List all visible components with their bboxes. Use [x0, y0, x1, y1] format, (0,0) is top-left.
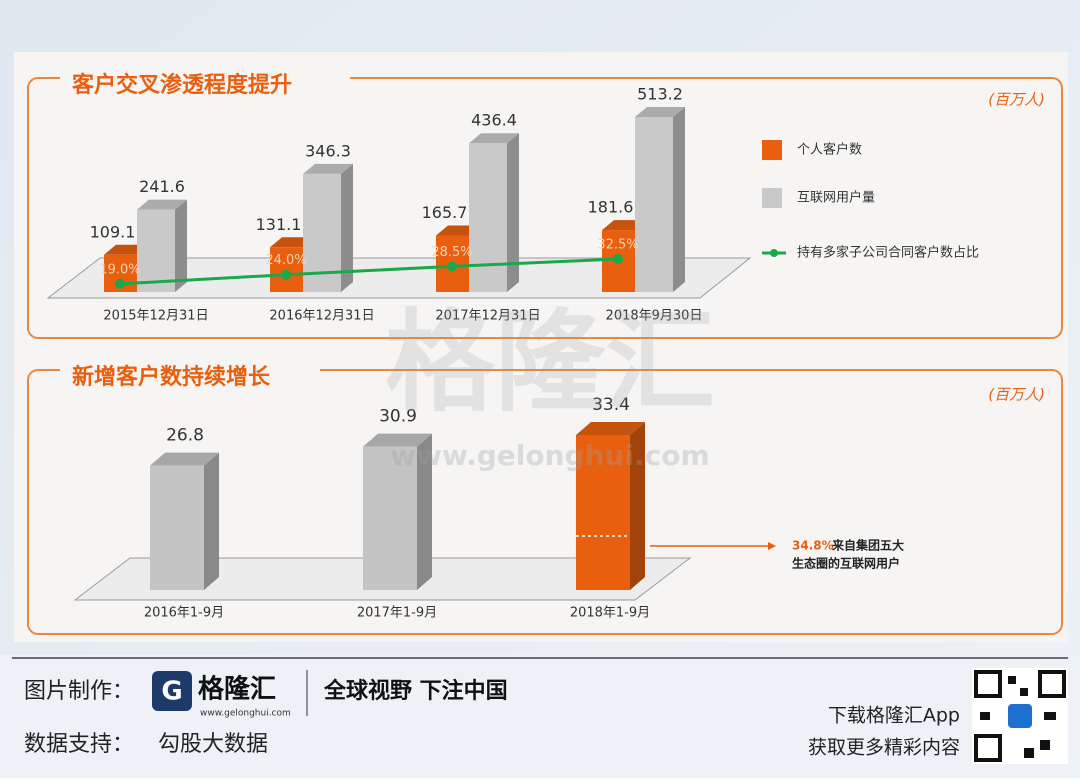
- bar-side: [630, 422, 645, 590]
- floor: [46, 257, 752, 299]
- panel-2: [27, 369, 1063, 635]
- data-label: 32.5%: [597, 238, 638, 253]
- data-label: 28.5%: [431, 245, 472, 260]
- data-label: 26.8: [166, 426, 204, 446]
- unit-label: (百万人): [988, 386, 1045, 404]
- app-line: 获取更多精彩内容: [808, 737, 960, 759]
- line-point: [447, 261, 457, 272]
- line: [119, 257, 619, 286]
- data-label: 346.3: [305, 141, 351, 160]
- unit-label: (百万人): [988, 91, 1045, 109]
- data-label: 241.6: [139, 177, 185, 196]
- watermark-url: www.gelonghui.com: [390, 439, 709, 472]
- title-bg: [60, 362, 320, 386]
- data-label: 436.4: [471, 111, 517, 130]
- line-point: [281, 269, 291, 280]
- data-label: 30.9: [379, 407, 417, 427]
- legend-label: 持有多家子公司合同客户数占比: [797, 245, 979, 261]
- legend-label: 互联网用户量: [797, 190, 875, 206]
- logo-letter: G: [161, 677, 182, 707]
- x-tick-label: 2015年12月31日: [103, 309, 208, 324]
- bar-top: [363, 433, 432, 447]
- footer-label: 数据支持：: [24, 732, 134, 757]
- x-tick-label: 2016年12月31日: [269, 309, 374, 324]
- legend-dot: [770, 249, 778, 257]
- qr-code: [972, 668, 1068, 764]
- bar-front: [150, 465, 204, 590]
- bar: [469, 133, 519, 292]
- footer-label: 图片制作：: [24, 679, 134, 704]
- app-line: 下载格隆汇App: [828, 705, 960, 727]
- data-label: 19.0%: [99, 262, 140, 277]
- bar-side: [673, 107, 685, 292]
- slogan: 全球视野 下注中国: [323, 678, 508, 704]
- bar-front: [469, 143, 507, 292]
- annotation-text: 生态圈的互联网用户: [792, 556, 900, 571]
- arrow-head: [768, 542, 776, 551]
- brand-url: www.gelonghui.com: [200, 709, 291, 719]
- chart-title: 新增客户数持续增长: [72, 364, 271, 390]
- chart-title: 客户交叉渗透程度提升: [72, 72, 292, 98]
- brand: 格隆汇: [198, 674, 276, 705]
- legend-label: 个人客户数: [797, 142, 862, 158]
- line-point: [613, 254, 623, 264]
- bar: [150, 452, 219, 590]
- bar-top: [303, 163, 353, 174]
- bar-front: [270, 247, 303, 292]
- watermark: 格隆汇: [385, 298, 715, 426]
- legend-swatch: [762, 140, 782, 160]
- x-tick-label: 2016年1-9月: [144, 606, 224, 621]
- bar: [137, 199, 187, 292]
- chart-layer: 2015年12月31日 2016年12月31日 2017年12月31日 2018年9月…: [90, 85, 979, 621]
- x-tick-label: 2018年1-9月: [570, 606, 650, 621]
- bar-side: [341, 163, 353, 292]
- bar-top: [137, 199, 187, 210]
- bar-top: [635, 107, 685, 117]
- annotation-text: 来自集团五大: [831, 538, 904, 553]
- bar-front: [635, 117, 673, 292]
- x-tick-label: 2018年9月30日: [606, 309, 703, 324]
- x-tick-label: 2017年1-9月: [357, 606, 437, 621]
- bar-side: [417, 433, 432, 590]
- annotation-share: 34.8%: [792, 539, 834, 553]
- bar-top: [150, 452, 219, 466]
- bar-front: [576, 435, 630, 590]
- legend-swatch: [762, 188, 782, 208]
- data-label: 165.7: [422, 203, 468, 222]
- bar-side: [507, 133, 519, 292]
- data-label: 33.4: [592, 395, 630, 415]
- bar-side: [204, 452, 219, 590]
- logo-icon: [152, 671, 192, 711]
- data-label: 109.1: [90, 222, 136, 241]
- data-label: 181.6: [588, 198, 634, 217]
- data-label: 513.2: [637, 85, 683, 104]
- panel-1: [27, 77, 1063, 339]
- title-bg: [60, 70, 350, 94]
- bar-front: [363, 446, 417, 590]
- data-source: 勾股大数据: [158, 732, 268, 757]
- line-point: [115, 278, 125, 289]
- bar: [363, 433, 432, 590]
- bar-front: [137, 209, 175, 292]
- bar: [576, 422, 645, 590]
- data-label: 24.0%: [265, 253, 306, 268]
- data-label: 131.1: [256, 215, 302, 234]
- bar-side: [175, 199, 187, 292]
- bar-top: [576, 422, 645, 435]
- x-tick-label: 2017年12月31日: [435, 309, 540, 324]
- bar-top: [469, 133, 519, 144]
- bar: [635, 107, 685, 292]
